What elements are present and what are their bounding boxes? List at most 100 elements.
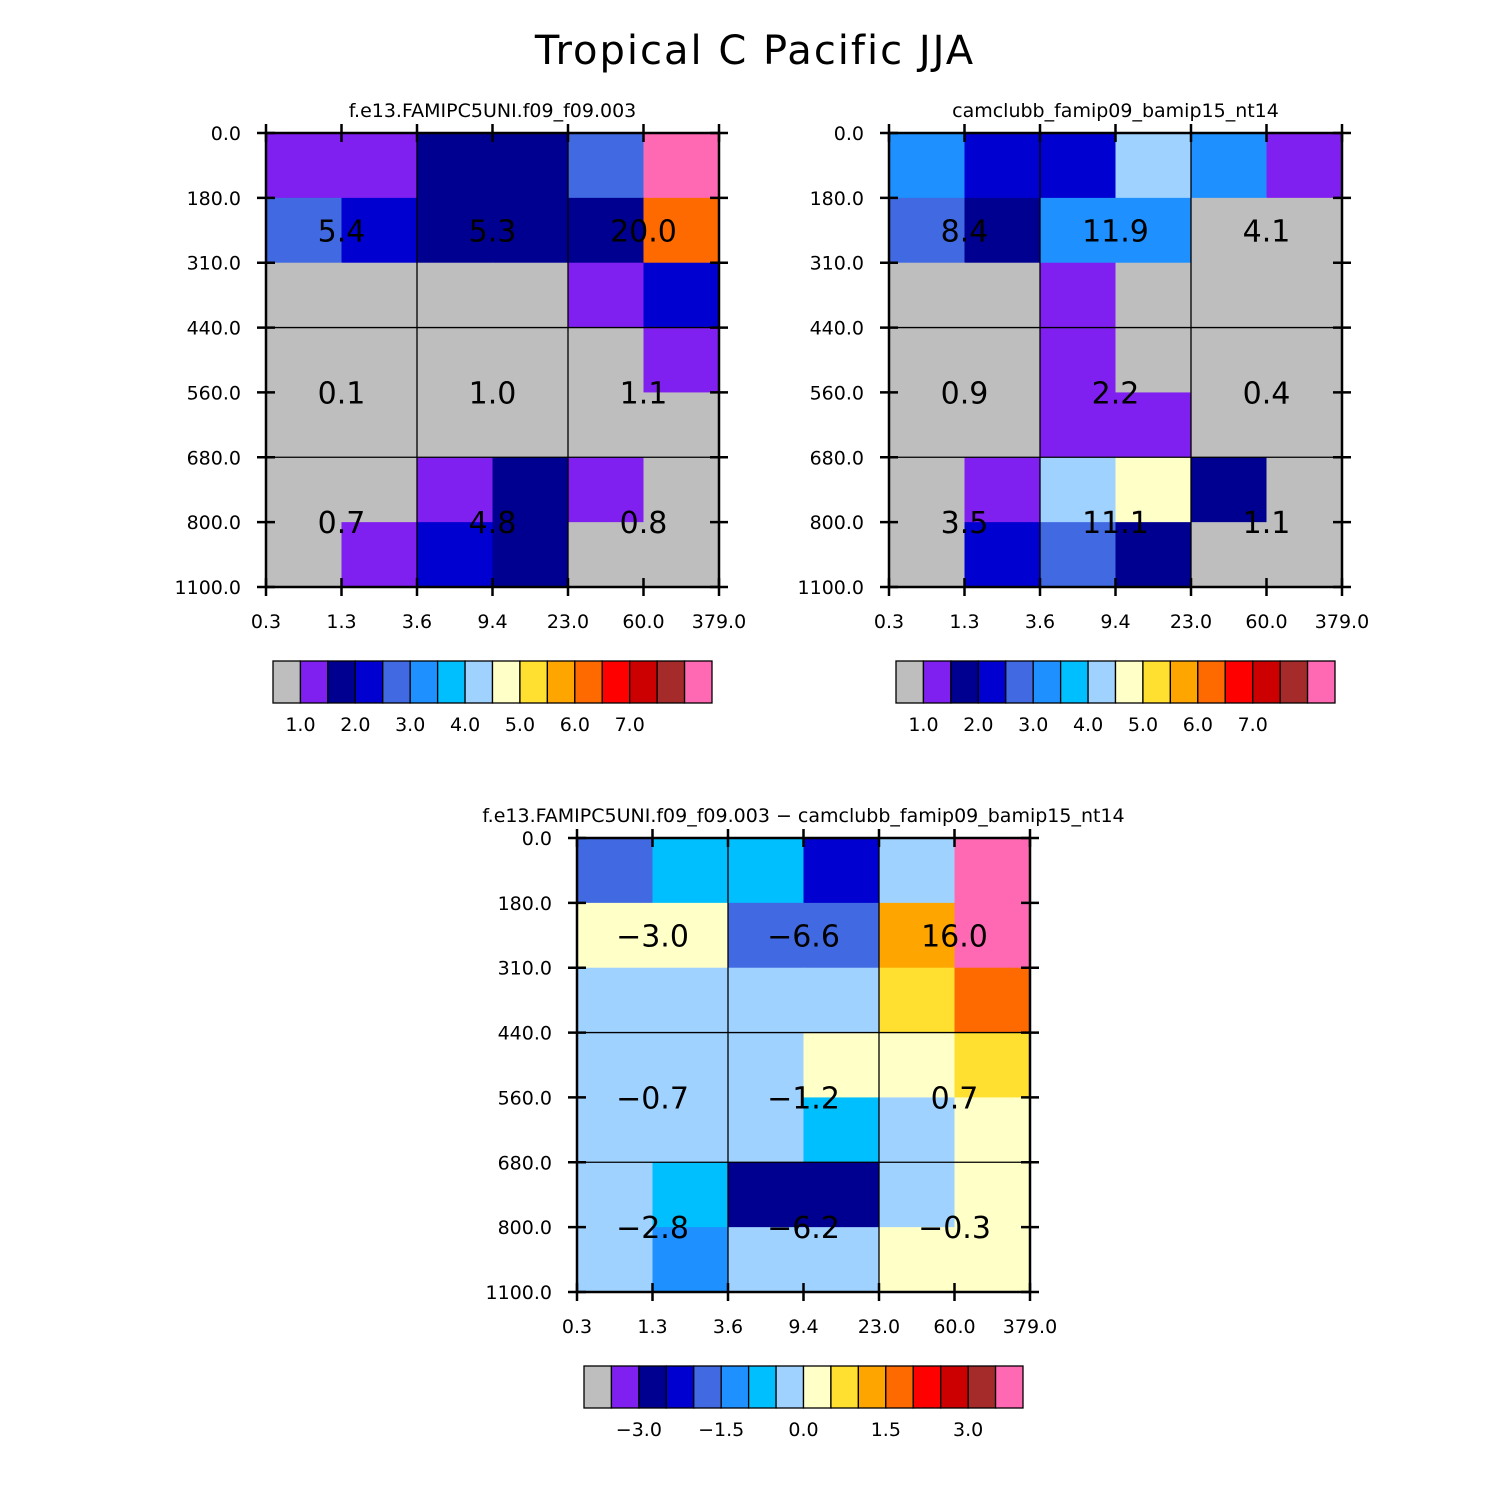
heatmap-cell [1115, 457, 1192, 523]
heatmap-cell [879, 902, 956, 969]
colorbar-swatch [950, 660, 979, 704]
heatmap-cell [652, 967, 729, 1034]
heatmap-cell [1191, 522, 1268, 588]
heatmap-cell [1266, 262, 1343, 329]
heatmap-cell [492, 457, 569, 523]
heatmap-cell [879, 838, 956, 904]
y-tick-label: 0.0 [522, 828, 552, 850]
box-value-label: 4.1 [1243, 214, 1291, 249]
box-value-label: 1.0 [469, 376, 517, 411]
heatmap-cell [643, 327, 720, 394]
x-tick-label: 379.0 [1003, 1316, 1057, 1338]
colorbar-swatch [1142, 660, 1172, 704]
heatmap-cell [954, 902, 1031, 969]
panel-1: f.e13.FAMIPC5UNI.f09_f09.003 5.4 5.3 20.0 0.… [175, 100, 747, 736]
colorbar-swatch [1252, 660, 1281, 704]
x-tick-label: 0.3 [562, 1316, 592, 1338]
y-tick-label: 310.0 [498, 958, 552, 980]
heatmap-cell [879, 1162, 956, 1228]
box-value-label: 5.4 [318, 214, 366, 249]
colorbar-label: −1.5 [698, 1419, 744, 1441]
colorbar-label: 3.0 [1018, 714, 1048, 736]
heatmap-cell [568, 327, 645, 394]
heatmap-cell [652, 902, 729, 969]
heatmap-cell [1115, 197, 1192, 264]
colorbar-swatch [299, 660, 329, 704]
heatmap-cell [1040, 133, 1117, 199]
heatmap-cell [341, 392, 418, 458]
heatmap-cell [803, 1032, 880, 1099]
box-value-label: 8.4 [941, 214, 989, 249]
colorbar-label: 6.0 [560, 714, 590, 736]
heatmap-cell [1266, 197, 1343, 264]
colorbar-swatch [354, 660, 384, 704]
heatmap-cell [577, 902, 654, 969]
heatmap-cell [728, 967, 805, 1034]
heatmap-cell [1115, 392, 1192, 458]
y-tick-label: 800.0 [498, 1217, 552, 1239]
x-tick-label: 9.4 [1100, 611, 1130, 633]
heatmap-cell [652, 1227, 729, 1293]
colorbar-swatch [994, 1365, 1024, 1409]
box-value-label: 11.9 [1082, 214, 1149, 249]
heatmap-cell [879, 967, 956, 1034]
colorbar-label: 1.5 [871, 1419, 901, 1441]
box-value-label: −3.0 [616, 919, 689, 954]
heatmap-cell [643, 262, 720, 329]
heatmap-cell [643, 392, 720, 458]
panels: f.e13.FAMIPC5UNI.f09_f09.003 5.4 5.3 20.0 0.… [175, 100, 1370, 1441]
y-tick-label: 800.0 [810, 512, 864, 534]
heatmap-cell [1266, 392, 1343, 458]
y-tick-label: 440.0 [187, 318, 241, 340]
y-tick-label: 440.0 [810, 318, 864, 340]
heatmap-cell [879, 1227, 956, 1293]
colorbar-swatch [464, 660, 494, 704]
heatmap-cell [1191, 457, 1268, 523]
colorbar-swatch [1032, 660, 1062, 704]
box-value-label: −1.2 [767, 1081, 840, 1116]
y-tick-label: 180.0 [187, 188, 241, 210]
y-tick-label: 1100.0 [175, 577, 241, 599]
heatmap-cell [803, 838, 880, 904]
heatmap-cell [1040, 197, 1117, 264]
colorbar-swatch [885, 1365, 914, 1409]
box-value-label: 0.9 [941, 376, 989, 411]
x-tick-label: 3.6 [1025, 611, 1055, 633]
heatmap-cell [577, 838, 654, 904]
colorbar-swatch [1279, 660, 1309, 704]
heatmap-cell [652, 1097, 729, 1163]
x-tick-label: 1.3 [949, 611, 979, 633]
box-value-label: 16.0 [921, 919, 988, 954]
heatmap-cell [1266, 327, 1343, 394]
heatmap-cell [266, 197, 343, 264]
colorbar-swatch [1197, 660, 1226, 704]
colorbar-swatch [940, 1365, 969, 1409]
colorbar-swatch [1059, 660, 1089, 704]
heatmap-cell [266, 522, 343, 588]
colorbar-swatch [693, 1365, 722, 1409]
box-value-label: −6.6 [767, 919, 840, 954]
heatmap-cell [341, 522, 418, 588]
colorbar-label: 3.0 [395, 714, 425, 736]
heatmap-cell [964, 197, 1041, 264]
heatmap-cell [643, 197, 720, 264]
heatmap-cell [652, 1032, 729, 1099]
colorbar-label: 6.0 [1183, 714, 1213, 736]
y-tick-label: 0.0 [834, 123, 864, 145]
heatmap-cell [879, 1097, 956, 1163]
heatmap-cell [266, 262, 343, 329]
heatmap-cell [417, 522, 494, 588]
colorbar-label: 7.0 [1238, 714, 1268, 736]
heatmap-cell [964, 133, 1041, 199]
box-value-label: 2.2 [1092, 376, 1140, 411]
heatmap-cell [1040, 392, 1117, 458]
heatmap-cell [643, 457, 720, 523]
heatmap-cell [266, 133, 343, 199]
heatmap-cell [889, 133, 966, 199]
colorbar-swatch [546, 660, 576, 704]
box-value-label: 0.7 [318, 506, 366, 541]
colorbar-swatch [1114, 660, 1144, 704]
figure-title: Tropical C Pacific JJA [534, 28, 975, 74]
colorbar-label: −3.0 [616, 1419, 662, 1441]
heatmap-cell [492, 392, 569, 458]
